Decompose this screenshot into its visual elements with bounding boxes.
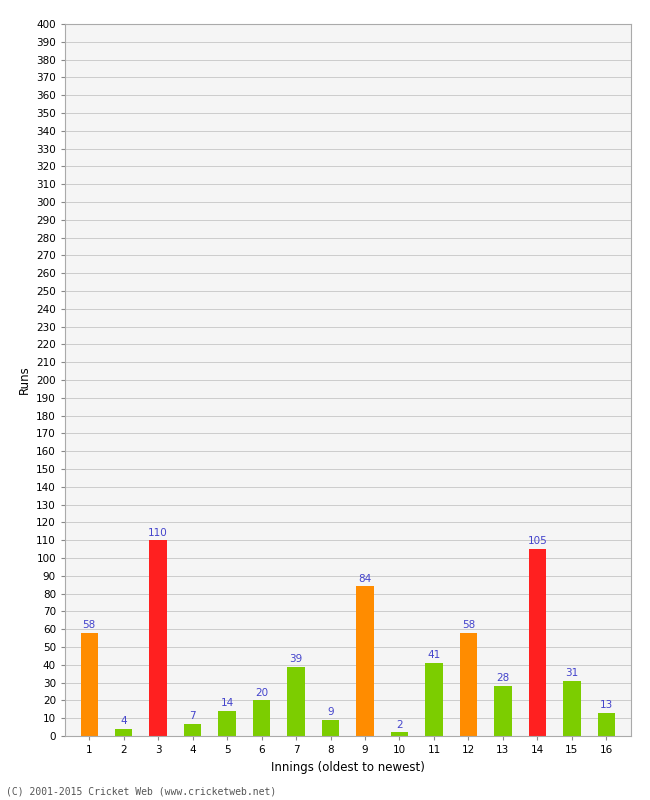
Bar: [253, 701, 270, 736]
Text: 110: 110: [148, 527, 168, 538]
Bar: [564, 681, 580, 736]
Text: 20: 20: [255, 688, 268, 698]
Bar: [287, 666, 305, 736]
Bar: [460, 633, 477, 736]
Bar: [184, 723, 202, 736]
Text: 105: 105: [528, 537, 547, 546]
Text: 84: 84: [358, 574, 372, 584]
Bar: [391, 733, 408, 736]
Bar: [81, 633, 98, 736]
Text: 58: 58: [83, 620, 96, 630]
Text: 13: 13: [600, 700, 613, 710]
Text: 4: 4: [120, 716, 127, 726]
Text: 39: 39: [289, 654, 303, 664]
Bar: [425, 663, 443, 736]
Bar: [322, 720, 339, 736]
Text: 31: 31: [566, 668, 578, 678]
Bar: [356, 586, 374, 736]
X-axis label: Innings (oldest to newest): Innings (oldest to newest): [271, 761, 424, 774]
Bar: [115, 729, 132, 736]
Bar: [150, 540, 166, 736]
Text: 41: 41: [427, 650, 441, 660]
Text: 2: 2: [396, 720, 403, 730]
Bar: [529, 549, 546, 736]
Text: (C) 2001-2015 Cricket Web (www.cricketweb.net): (C) 2001-2015 Cricket Web (www.cricketwe…: [6, 786, 277, 796]
Text: 14: 14: [220, 698, 234, 709]
Text: 28: 28: [497, 674, 510, 683]
Y-axis label: Runs: Runs: [18, 366, 31, 394]
Bar: [598, 713, 615, 736]
Bar: [494, 686, 512, 736]
Text: 9: 9: [327, 707, 334, 718]
Text: 58: 58: [462, 620, 475, 630]
Bar: [218, 711, 236, 736]
Text: 7: 7: [189, 711, 196, 721]
